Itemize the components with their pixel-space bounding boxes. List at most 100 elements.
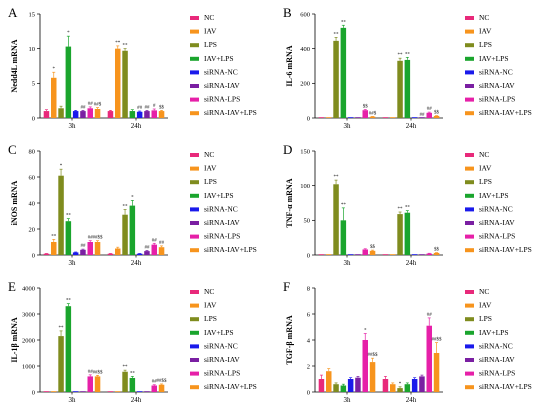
x-tick-label: 3h (344, 122, 352, 130)
bar-3h-siRNA-LPS (362, 340, 368, 392)
bar-24h-IAV (390, 254, 396, 255)
bar-3h-siRNA-LPS (87, 108, 93, 118)
significance-label: ## (80, 105, 86, 110)
significance-label: ** (59, 326, 65, 331)
panel-letter: F (283, 279, 290, 294)
y-tick-label: 2 (307, 363, 310, 370)
legend-entry: siRNA-IAV (479, 81, 515, 90)
significance-label: ## (152, 380, 158, 385)
bar-3h-NC (43, 253, 50, 255)
bar-24h-IAV+LPS (129, 111, 136, 118)
bar-24h-IAV (390, 384, 396, 392)
legend-entry: siRNA-NC (204, 67, 238, 76)
significance-label: ** (123, 44, 129, 49)
legend-entry: IAV+LPS (479, 191, 509, 200)
bar-3h-siRNA-IAV (80, 111, 86, 118)
legend-swatch (190, 84, 199, 88)
bar-3h-LPS (58, 336, 64, 392)
significance-label: * (60, 164, 63, 169)
significance-label: ## (88, 370, 94, 375)
bar-24h-siRNA-NC (411, 379, 418, 392)
x-tick-label: 3h (344, 396, 352, 404)
legend-entry: siRNA-IAV (479, 355, 515, 364)
bar-3h-siRNA-IAV+LPS (369, 116, 376, 118)
x-tick-label: 24h (406, 122, 417, 130)
legend-swatch (465, 303, 474, 308)
bar-24h-IAV (115, 248, 121, 255)
significance-label: ## (144, 105, 150, 110)
bar-3h-siRNA-NC (347, 254, 354, 255)
y-tick-label: 0 (307, 389, 310, 396)
bar-24h-siRNA-IAV+LPS (433, 115, 440, 118)
significance-label: ** (334, 175, 340, 180)
y-tick-label: 6 (307, 311, 311, 318)
bar-24h-IAV+LPS (404, 59, 411, 118)
legend-entry: IAV+LPS (204, 328, 234, 337)
legend-swatch (190, 385, 199, 390)
bar-3h-IAV (51, 391, 57, 392)
bar-24h-IAV+LPS (129, 377, 136, 392)
significance-label: ##$$ (432, 338, 443, 343)
legend-entry: NC (479, 13, 489, 22)
legend-entry: NC (204, 13, 214, 22)
significance-label: ## (419, 113, 425, 118)
legend-entry: siRNA-LPS (479, 232, 515, 241)
y-axis-label: Nedd4L mRNA (10, 39, 19, 92)
x-tick-label: 24h (131, 259, 142, 267)
panel-F: F TGF-β mRNA 0 2 4 6 8 * ##$$ 3h * ## ##$$ 24h NC IAV LP… (283, 279, 532, 404)
legend-swatch (465, 84, 474, 88)
legend-entry: siRNA-IAV (479, 218, 515, 227)
legend-swatch (465, 193, 474, 198)
legend-swatch (465, 330, 474, 335)
y-axis-label: TGF-β mRNA (285, 315, 294, 365)
legend-swatch (465, 385, 474, 390)
bar-3h-IAV+LPS (340, 385, 347, 392)
significance-label: ** (334, 32, 340, 37)
legend: NC IAV LPS IAV+LPS siRNA-NC siRNA-IAV siRNA-LP… (190, 13, 257, 117)
bar-3h-LPS (58, 108, 64, 118)
bar-24h-siRNA-IAV (144, 111, 150, 118)
significance-label: ## (152, 238, 158, 243)
legend-swatch (190, 234, 199, 239)
legend-entry: IAV+LPS (479, 328, 509, 337)
significance-label: ##$$ (93, 370, 104, 375)
bar-24h-NC (107, 111, 114, 118)
y-tick-label: 0 (32, 115, 35, 122)
legend-swatch (190, 43, 199, 48)
significance-label: $$ (159, 105, 165, 110)
significance-label: * (67, 31, 70, 36)
bar-3h-NC (318, 117, 325, 118)
x-tick-label: 3h (69, 396, 77, 404)
legend-entry: LPS (204, 314, 217, 323)
legend-swatch (465, 221, 474, 225)
bar-3h-siRNA-IAV+LPS (94, 376, 101, 392)
legend-swatch (465, 166, 474, 171)
legend-swatch (190, 290, 199, 294)
significance-label: * (131, 195, 134, 200)
bar-3h-siRNA-NC (72, 252, 79, 255)
legend-entry: siRNA-LPS (204, 95, 240, 104)
bar-3h-LPS (333, 184, 339, 255)
x-tick-label: 3h (69, 259, 77, 267)
y-tick-label: 150 (300, 148, 310, 155)
legend-entry: IAV+LPS (204, 191, 234, 200)
legend-swatch (190, 248, 199, 253)
significance-label: $$ (434, 248, 440, 253)
legend-swatch (190, 303, 199, 308)
significance-label: ##$$ (157, 379, 168, 384)
bar-24h-siRNA-LPS (426, 253, 432, 255)
legend-entry: siRNA-LPS (204, 232, 240, 241)
significance-label: ** (115, 41, 121, 46)
x-tick-label: 24h (131, 396, 142, 404)
bar-24h-siRNA-IAV+LPS (433, 252, 440, 255)
bar-3h-IAV+LPS (65, 221, 72, 255)
legend-swatch (465, 97, 474, 102)
bar-3h-siRNA-LPS (87, 376, 93, 392)
legend: NC IAV LPS IAV+LPS siRNA-NC siRNA-IAV siRNA-LP… (190, 150, 257, 254)
bar-3h-siRNA-LPS (362, 249, 368, 255)
legend-entry: siRNA-LPS (479, 95, 515, 104)
legend-entry: IAV (479, 164, 492, 173)
